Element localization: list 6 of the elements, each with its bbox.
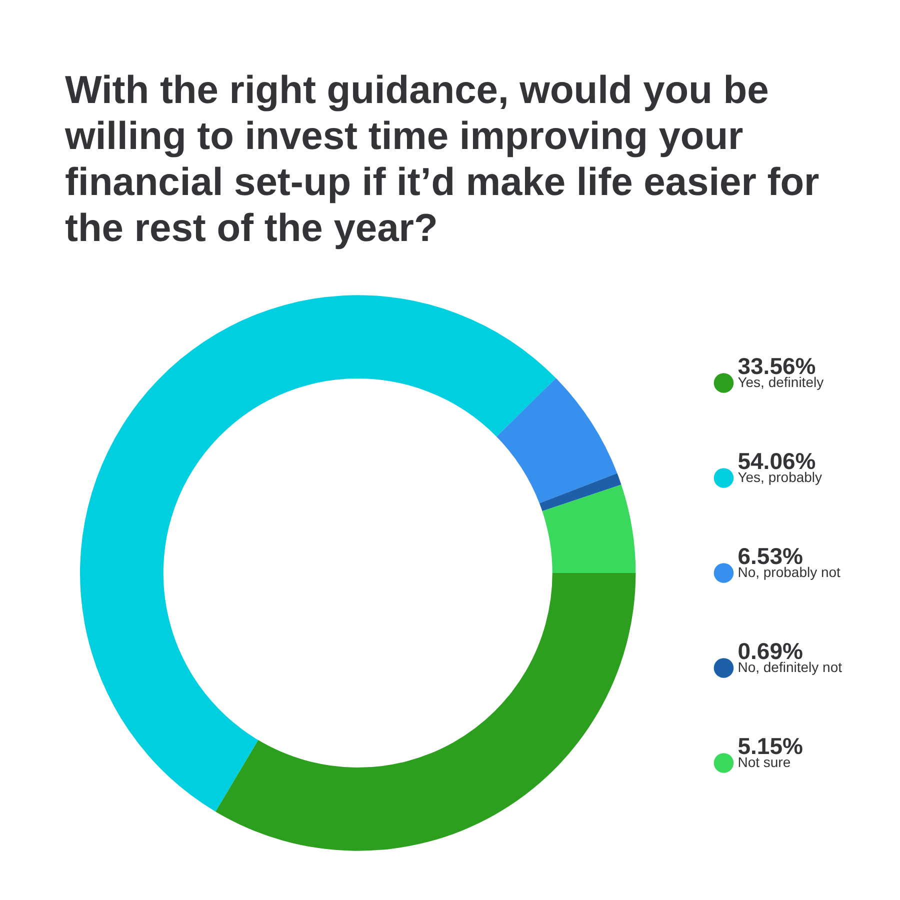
legend-label: Yes, probably	[738, 468, 822, 485]
legend-label: No, probably not	[738, 564, 841, 580]
legend-label: Not sure	[738, 754, 791, 770]
legend-label: No, definitely not	[738, 658, 842, 675]
chart-title: With the right guidance, would you be willing to invest time improving your financial set-up if it’d make life easier for the rest of the year?	[65, 68, 820, 252]
legend-label: Yes, definitely	[738, 374, 824, 390]
